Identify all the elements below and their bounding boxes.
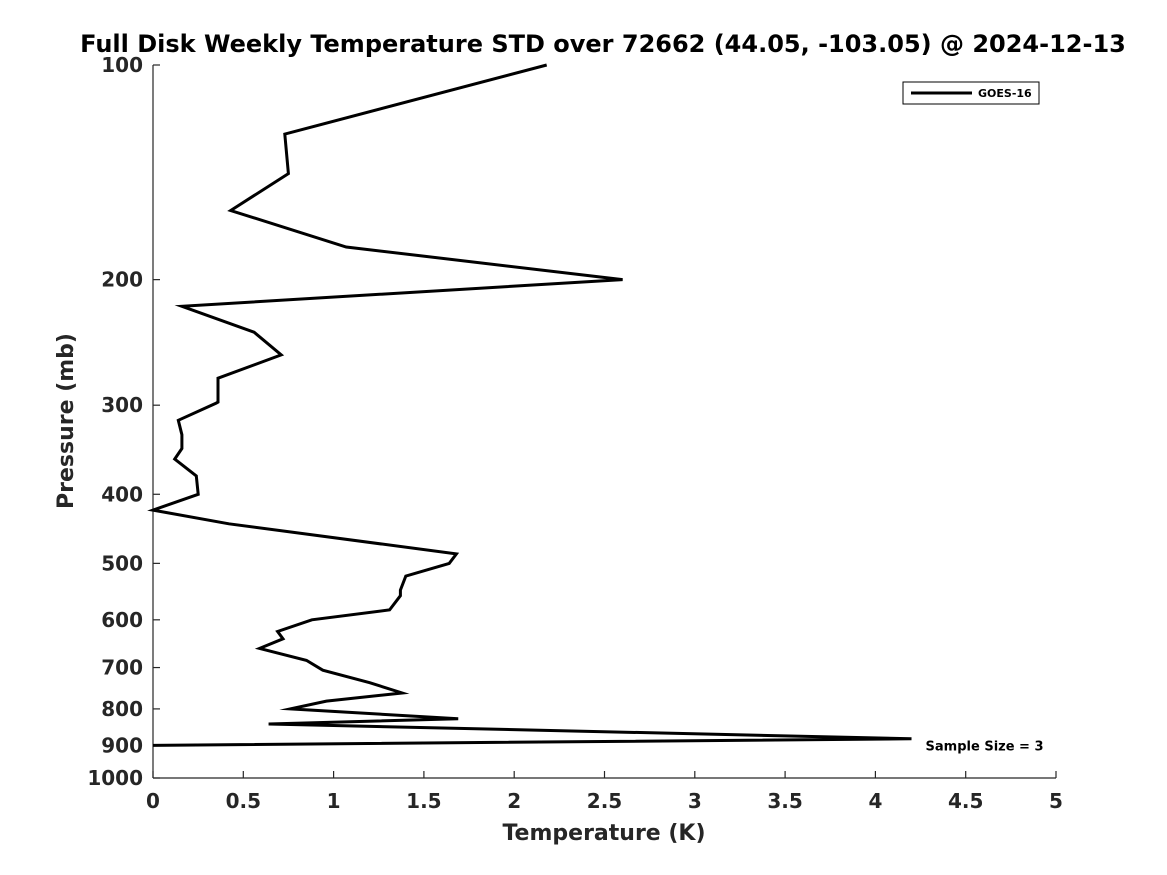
x-tick-label: 5 xyxy=(1049,789,1063,813)
annotation-sample-size: Sample Size = 3 xyxy=(926,739,1044,754)
x-tick-label: 0.5 xyxy=(226,789,261,813)
series-layer xyxy=(147,63,912,747)
y-tick-label: 500 xyxy=(101,551,143,575)
x-axis-label: Temperature (K) xyxy=(502,821,705,846)
x-tick-label: 2 xyxy=(507,789,521,813)
y-tick-label: 1000 xyxy=(87,766,143,790)
x-tick-label: 2.5 xyxy=(587,789,622,813)
y-tick-label: 100 xyxy=(101,53,143,77)
y-axis-label: Pressure (mb) xyxy=(54,333,79,509)
x-tick-label: 3 xyxy=(688,789,702,813)
y-tick-group: 100 200 300 400 500 600 700 800 900 1000 xyxy=(87,53,160,790)
y-tick-label: 300 xyxy=(101,393,143,417)
x-tick-label: 0 xyxy=(146,789,160,813)
y-tick-label: 900 xyxy=(101,733,143,757)
x-tick-group: 0 0.5 1 1.5 2 2.5 3 3.5 4 4.5 5 xyxy=(146,771,1063,813)
y-tick-label: 600 xyxy=(101,608,143,632)
legend: GOES-16 xyxy=(902,81,1040,105)
x-tick-label: 4.5 xyxy=(948,789,983,813)
y-tick-label: 400 xyxy=(101,482,143,506)
x-tick-label: 1.5 xyxy=(406,789,441,813)
x-tick-label: 1 xyxy=(327,789,341,813)
x-tick-label: 3.5 xyxy=(767,789,802,813)
x-tick-label: 4 xyxy=(868,789,882,813)
chart-title: Full Disk Weekly Temperature STD over 72… xyxy=(80,30,1126,58)
y-tick-label: 700 xyxy=(101,656,143,680)
series-line-goes-16 xyxy=(147,63,912,747)
y-tick-label: 800 xyxy=(101,697,143,721)
legend-label-goes-16: GOES-16 xyxy=(978,87,1032,100)
y-tick-label: 200 xyxy=(101,268,143,292)
